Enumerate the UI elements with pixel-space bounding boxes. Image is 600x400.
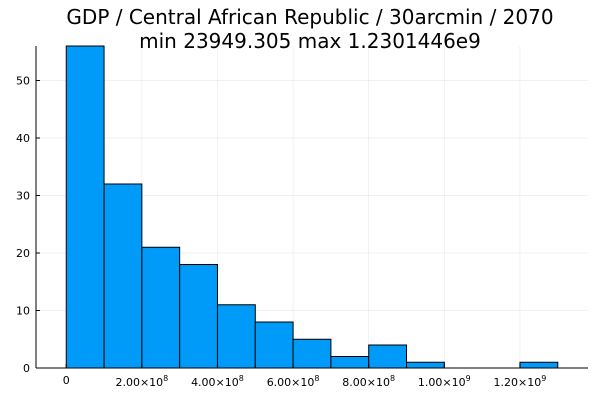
histogram-bar (216, 304, 256, 369)
x-tick-label: 6.00×108 (267, 374, 320, 389)
x-tick-label: 1.00×109 (418, 374, 471, 389)
histogram-bar (368, 344, 408, 369)
y-tick-label: 0 (23, 362, 30, 375)
y-tick-label: 50 (16, 75, 30, 88)
x-tick-label: 0 (63, 374, 70, 387)
histogram-bar (292, 338, 332, 369)
histogram-bar (254, 321, 294, 369)
histogram-bar (179, 264, 218, 369)
y-tick-label: 40 (16, 132, 30, 145)
x-tick-label: 4.00×108 (191, 374, 244, 389)
x-axis-ticks: 0 2.00×108 4.00×108 6.00×108 8.00×108 1.00×10… (63, 364, 547, 389)
y-tick-label: 20 (16, 247, 30, 260)
x-tick-label: 8.00×108 (342, 374, 395, 389)
chart-title-line-2: min 23949.305 max 1.2301446e9 (139, 29, 481, 53)
y-tick-label: 30 (16, 190, 30, 203)
histogram-bar (103, 183, 143, 369)
x-tick-label: 1.20×109 (494, 374, 547, 389)
histogram-bars (65, 45, 559, 369)
histogram-bar (141, 246, 181, 369)
axes (35, 46, 588, 369)
y-tick-label: 10 (16, 305, 30, 318)
histogram-bar (330, 356, 370, 369)
x-tick-label: 2.00×108 (115, 374, 168, 389)
histogram-bar (406, 361, 445, 369)
y-axis-ticks: 0 10 20 30 40 50 (16, 75, 40, 375)
chart-title-line-1: GDP / Central African Republic / 30arcmi… (66, 5, 553, 29)
histogram-bar (65, 45, 105, 369)
histogram-bar (519, 361, 559, 369)
